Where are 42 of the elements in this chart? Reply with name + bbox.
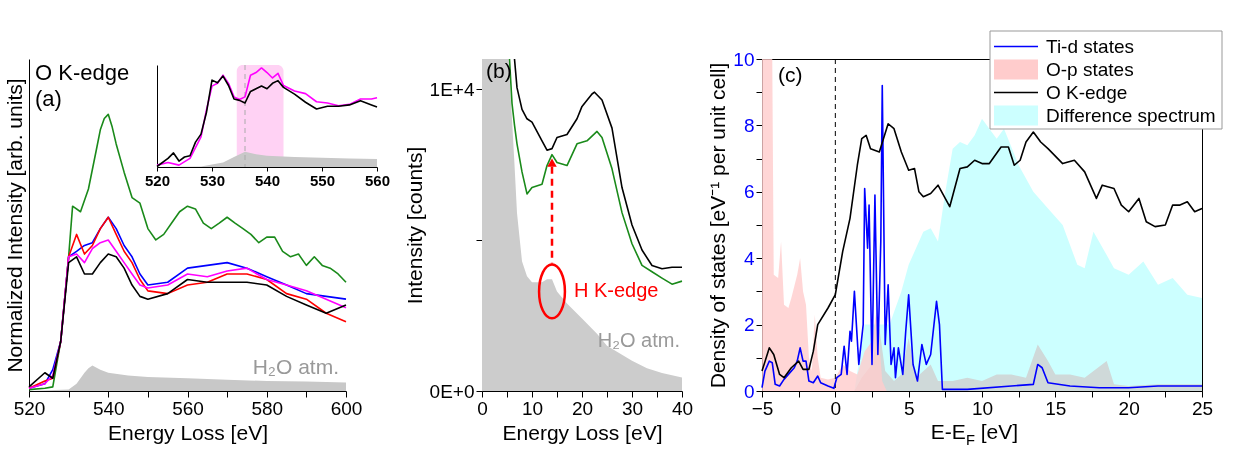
x-tick-label: 5 [903, 397, 915, 419]
legend-label: Difference spectrum [1046, 104, 1216, 126]
legend-label: O K-edge [1046, 81, 1128, 103]
x-tick-label: 520 [13, 397, 46, 419]
x-tick-label: 10 [971, 397, 994, 419]
x-tick-label: 600 [330, 397, 363, 419]
x-tick-label: 520 [144, 171, 171, 189]
x-tick-label: 560 [364, 171, 391, 189]
x-tick-label: 20 [1118, 397, 1140, 419]
legend-label: Ti-d states [1046, 35, 1134, 57]
x-tick-label: 580 [251, 397, 284, 419]
annotation: H K-edge [574, 279, 659, 302]
y-tick-label: 8 [743, 114, 755, 136]
x-tick-label: 20 [571, 397, 594, 419]
y-tick-label: 10 [733, 48, 755, 70]
text: (a) [35, 86, 62, 111]
annotation: (c) [778, 63, 803, 86]
y-tick-label: 1E+4 [429, 78, 475, 100]
x-tick-label: 30 [621, 397, 644, 419]
x-tick-label: 0 [830, 397, 842, 419]
x-tick-label: 15 [1045, 397, 1067, 419]
y-axis-title: Density of states [eV⁻¹ per unit cell] [706, 62, 730, 389]
x-tick-label: 550 [309, 171, 336, 189]
y-axis-title: Normalized Intensity [arb. units] [2, 78, 26, 373]
y-tick-label: 2 [743, 314, 755, 336]
x-tick-label: 25 [1191, 397, 1214, 419]
y-tick-label: 0E+0 [429, 380, 475, 402]
annotation: H₂O atm. [252, 355, 339, 378]
x-tick-label: 540 [92, 397, 125, 419]
x-tick-label: 10 [521, 397, 544, 419]
text: O K-edge [35, 60, 130, 85]
y-tick-label: 6 [743, 181, 755, 203]
y-tick-label: 4 [743, 247, 755, 269]
x-axis-title: Energy Loss [eV] [502, 420, 663, 444]
legend-label: O-p states [1046, 58, 1134, 80]
x-tick-label: 40 [671, 397, 694, 419]
x-axis-title: Energy Loss [eV] [108, 420, 268, 444]
annotation: H₂O atm. [597, 329, 680, 351]
y-axis-title: Intensity [counts] [402, 146, 426, 305]
x-tick-label: 540 [254, 171, 281, 189]
x-tick-label: 530 [199, 171, 226, 189]
x-tick-label: 560 [172, 397, 204, 419]
